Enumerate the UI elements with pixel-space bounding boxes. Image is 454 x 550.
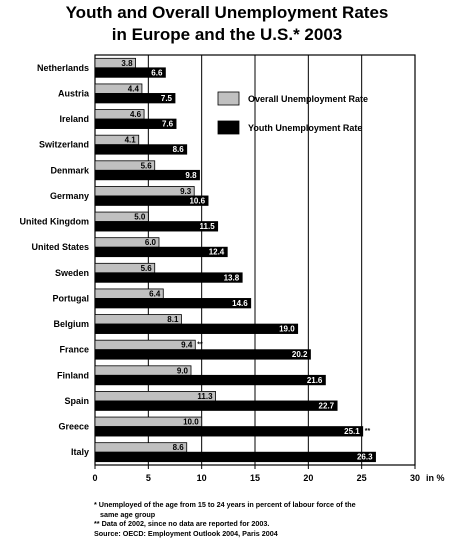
data-annotation: **	[365, 428, 371, 435]
category-label: Spain	[64, 396, 89, 406]
overall-rate-label: 5.0	[134, 213, 146, 222]
x-tick-label: 5	[146, 473, 151, 483]
category-label: Netherlands	[37, 63, 89, 73]
overall-rate-label: 11.3	[197, 392, 213, 401]
youth-rate-label: 22.7	[319, 401, 335, 410]
footnote-source: Source: OECD: Employment Outlook 2004, P…	[94, 528, 278, 538]
chart-title-line-2: in Europe and the U.S.* 2003	[111, 25, 343, 44]
youth-rate-label: 9.8	[185, 171, 197, 180]
overall-rate-label: 4.4	[128, 84, 140, 93]
category-label: Sweden	[55, 268, 89, 278]
youth-rate-bar	[94, 144, 188, 155]
x-tick-label: 25	[357, 473, 367, 483]
category-label: Belgium	[53, 319, 89, 329]
youth-rate-label: 7.6	[162, 120, 174, 129]
x-axis-unit: in %	[426, 473, 445, 483]
youth-rate-label: 20.2	[292, 350, 308, 359]
category-label: Ireland	[59, 114, 89, 124]
youth-rate-label: 6.6	[151, 68, 163, 77]
youth-rate-label: 11.5	[200, 222, 216, 231]
x-tick-label: 15	[250, 473, 260, 483]
chart-title: Youth and Overall Unemployment Rates in …	[0, 2, 454, 46]
overall-rate-label: 8.1	[167, 315, 179, 324]
youth-rate-bar	[94, 323, 299, 334]
category-label: Greece	[58, 422, 89, 432]
youth-rate-bar	[94, 374, 326, 386]
category-label: Austria	[58, 88, 90, 98]
youth-rate-label: 21.6	[307, 376, 323, 385]
legend-label-overall: Overall Unemployment Rate	[248, 94, 368, 104]
youth-rate-label: 8.6	[173, 145, 185, 154]
category-label: Finland	[57, 370, 89, 380]
x-tick-label: 10	[197, 473, 207, 483]
overall-rate-label: 4.6	[130, 110, 142, 119]
overall-rate-label: 10.0	[183, 418, 199, 427]
youth-rate-bar	[94, 221, 219, 232]
category-label: France	[59, 345, 89, 355]
youth-rate-bar	[94, 426, 364, 437]
overall-rate-label: 6.4	[149, 289, 161, 298]
youth-rate-bar	[94, 349, 311, 360]
footnote-1-continued: same age group	[100, 509, 156, 519]
category-label: Denmark	[50, 165, 90, 175]
youth-rate-bar	[94, 67, 166, 78]
youth-rate-bar	[94, 118, 177, 129]
overall-rate-label: 3.8	[121, 59, 133, 68]
category-label: Germany	[50, 191, 89, 201]
category-label: Switzerland	[39, 140, 89, 150]
category-label: United States	[31, 242, 89, 252]
youth-rate-bar	[94, 298, 252, 309]
youth-rate-bar	[94, 93, 176, 104]
youth-rate-label: 13.8	[224, 273, 240, 282]
overall-rate-label: 9.3	[180, 187, 192, 196]
youth-rate-label: 19.0	[279, 325, 295, 334]
category-label: Portugal	[52, 293, 89, 303]
category-label: United Kingdom	[20, 217, 90, 227]
overall-rate-label: 5.6	[141, 161, 153, 170]
x-tick-label: 20	[303, 473, 313, 483]
overall-rate-label: 9.0	[177, 366, 189, 375]
youth-rate-label: 25.1	[344, 427, 360, 436]
footnote-2: ** Data of 2002, since no data are repor…	[94, 519, 270, 528]
category-label: Italy	[71, 447, 89, 457]
legend-swatch-overall	[217, 91, 240, 106]
youth-rate-bar	[94, 169, 200, 181]
data-annotation: **	[197, 342, 203, 349]
youth-rate-label: 12.4	[209, 248, 225, 257]
youth-rate-label: 10.6	[189, 196, 205, 205]
overall-rate-label: 6.0	[145, 238, 157, 247]
youth-rate-bar	[94, 451, 376, 463]
overall-rate-label: 5.6	[141, 264, 153, 273]
chart-title-line-1: Youth and Overall Unemployment Rates	[65, 3, 389, 22]
youth-rate-label: 7.5	[161, 94, 173, 103]
youth-rate-bar	[94, 195, 209, 206]
footnotes: * Unemployed of the age from 15 to 24 ye…	[94, 500, 434, 538]
youth-rate-label: 26.3	[357, 453, 373, 462]
footnote-1: * Unemployed of the age from 15 to 24 ye…	[94, 500, 356, 509]
overall-rate-label: 8.6	[173, 443, 185, 452]
legend-label-youth: Youth Unemployment Rate	[248, 123, 362, 133]
legend-swatch-youth	[217, 120, 240, 135]
x-tick-label: 30	[410, 473, 420, 483]
youth-rate-label: 14.6	[232, 299, 248, 308]
youth-rate-bar	[94, 272, 243, 283]
overall-rate-label: 9.4	[181, 341, 193, 350]
overall-rate-label: 4.1	[125, 136, 137, 145]
youth-rate-bar	[94, 246, 228, 258]
x-tick-label: 0	[92, 473, 97, 483]
bar-chart: 0 5 10 15 20 25 30 in % Netherlands 3.8 6.6 Austria…	[20, 54, 445, 483]
youth-rate-bar	[94, 400, 338, 411]
